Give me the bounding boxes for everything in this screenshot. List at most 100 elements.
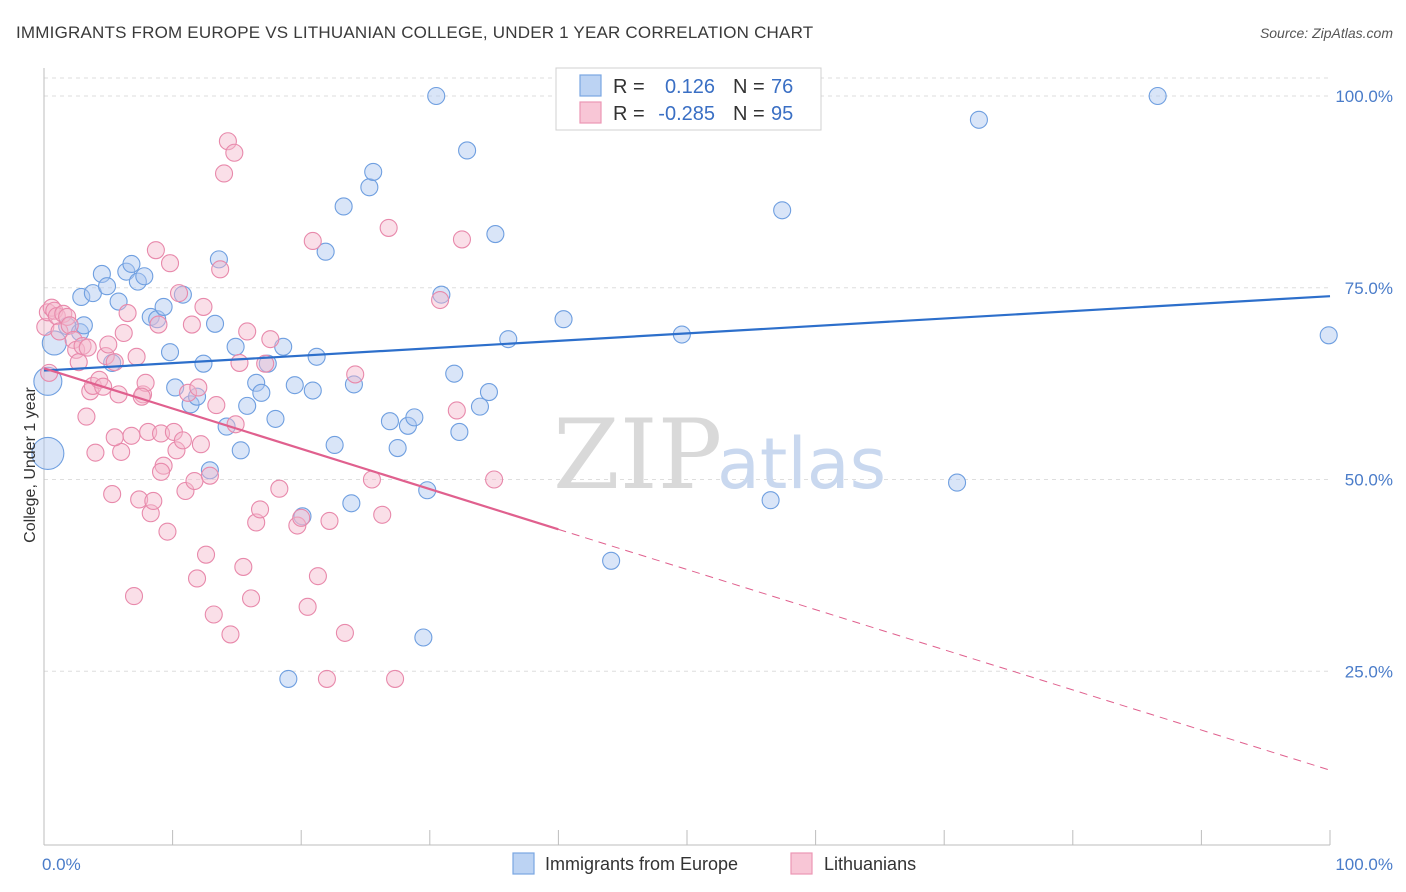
watermark: ZIP atlas [553, 399, 886, 511]
point-europe-48 [364, 162, 383, 181]
point-europe-55 [427, 86, 446, 106]
legend-label-lithuanians[interactable]: Lithuanians [824, 854, 916, 874]
point-lithuanians-82 [373, 505, 392, 524]
point-europe-62 [486, 225, 505, 244]
point-lithuanians-51 [187, 569, 207, 588]
point-lithuanians-85 [431, 290, 450, 310]
point-lithuanians-47 [176, 481, 195, 501]
point-europe-5 [74, 316, 93, 335]
point-europe-68 [761, 491, 780, 510]
point-lithuanians-26 [114, 323, 133, 343]
point-lithuanians-29 [124, 587, 144, 606]
point-lithuanians-54 [196, 545, 216, 564]
grid-lines [44, 77, 1330, 672]
point-lithuanians-50 [185, 471, 204, 491]
legend: Immigrants from Europe Lithuanians [512, 852, 916, 875]
point-europe-22 [181, 395, 200, 414]
point-europe-61 [479, 383, 499, 402]
point-europe-49 [380, 412, 399, 431]
data-points [31, 86, 1338, 688]
point-europe-29 [226, 337, 245, 356]
point-lithuanians-56 [204, 605, 223, 624]
point-europe-59 [458, 141, 477, 160]
point-europe-43 [325, 435, 344, 455]
point-europe-33 [252, 383, 271, 402]
point-europe-47 [360, 178, 379, 197]
point-europe-70 [948, 473, 967, 492]
point-europe-50 [388, 439, 407, 458]
point-europe-18 [154, 297, 173, 316]
point-lithuanians-60 [218, 132, 237, 151]
point-lithuanians-74 [298, 597, 317, 616]
point-lithuanians-30 [127, 347, 146, 366]
point-lithuanians-23 [105, 353, 124, 372]
point-lithuanians-52 [191, 435, 210, 454]
axes [43, 68, 1331, 846]
point-lithuanians-21 [99, 335, 118, 354]
point-europe-2 [41, 330, 67, 356]
point-lithuanians-6 [50, 322, 69, 341]
point-lithuanians-38 [149, 315, 168, 334]
point-lithuanians-0 [36, 317, 55, 336]
point-lithuanians-66 [241, 589, 261, 608]
point-europe-72 [1148, 86, 1167, 106]
point-lithuanians-91 [151, 462, 171, 481]
point-lithuanians-80 [346, 365, 365, 384]
point-lithuanians-84 [386, 669, 405, 688]
stats-swatch-europe [579, 74, 602, 97]
point-lithuanians-75 [303, 231, 322, 251]
point-europe-13 [122, 254, 141, 274]
point-europe-31 [238, 396, 257, 415]
point-europe-69 [773, 201, 792, 220]
point-lithuanians-79 [335, 623, 354, 642]
chart-title: IMMIGRANTS FROM EUROPE VS LITHUANIAN COL… [16, 23, 813, 42]
legend-label-europe[interactable]: Immigrants from Europe [545, 854, 738, 874]
point-europe-26 [205, 314, 225, 333]
point-lithuanians-73 [292, 508, 311, 527]
point-europe-44 [334, 197, 353, 216]
point-lithuanians-92 [78, 338, 97, 357]
stats-swatch-lithuanians [579, 101, 602, 124]
point-europe-32 [247, 373, 266, 392]
point-lithuanians-83 [379, 218, 398, 237]
point-europe-71 [969, 110, 988, 129]
point-lithuanians-9 [60, 316, 79, 335]
point-lithuanians-41 [158, 522, 177, 541]
point-lithuanians-49 [182, 315, 201, 334]
point-lithuanians-20 [96, 346, 115, 366]
y-tick-label-100: 100.0% [1335, 87, 1393, 106]
trend-lines [43, 295, 1331, 771]
point-lithuanians-36 [144, 491, 163, 511]
point-lithuanians-17 [86, 443, 105, 462]
point-europe-52 [405, 408, 424, 427]
watermark-zip: ZIP [553, 399, 722, 511]
point-lithuanians-88 [485, 470, 504, 489]
stats-box: R = 0.126 N = 76 R = -0.285 N = 95 [555, 67, 822, 131]
point-europe-60 [470, 397, 490, 416]
point-lithuanians-37 [146, 241, 165, 260]
chart-source: Source: ZipAtlas.com [1260, 25, 1393, 41]
point-lithuanians-53 [194, 297, 213, 316]
point-europe-23 [187, 387, 207, 406]
tick-labels: 25.0% 50.0% 75.0% 100.0% 0.0% 100.0% [42, 87, 1393, 874]
point-lithuanians-62 [225, 143, 244, 162]
point-lithuanians-64 [234, 557, 253, 576]
point-europe-73 [1319, 326, 1338, 345]
point-europe-42 [316, 242, 335, 261]
point-europe-40 [303, 381, 322, 400]
point-europe-57 [445, 364, 464, 383]
point-europe-0 [31, 436, 65, 470]
stats-n-label-europe: N = [733, 76, 765, 98]
legend-swatch-lithuanians[interactable] [790, 852, 813, 875]
stats-r-label-lithuanians: R = [613, 103, 645, 125]
point-europe-64 [554, 310, 573, 329]
point-lithuanians-48 [178, 383, 198, 402]
point-lithuanians-46 [173, 431, 192, 450]
point-lithuanians-42 [160, 254, 180, 273]
point-lithuanians-59 [214, 164, 234, 183]
point-lithuanians-45 [169, 284, 189, 303]
legend-swatch-europe[interactable] [512, 852, 535, 875]
point-lithuanians-55 [200, 466, 219, 485]
trend-line-lithuanians [43, 367, 559, 531]
point-lithuanians-71 [270, 479, 289, 498]
